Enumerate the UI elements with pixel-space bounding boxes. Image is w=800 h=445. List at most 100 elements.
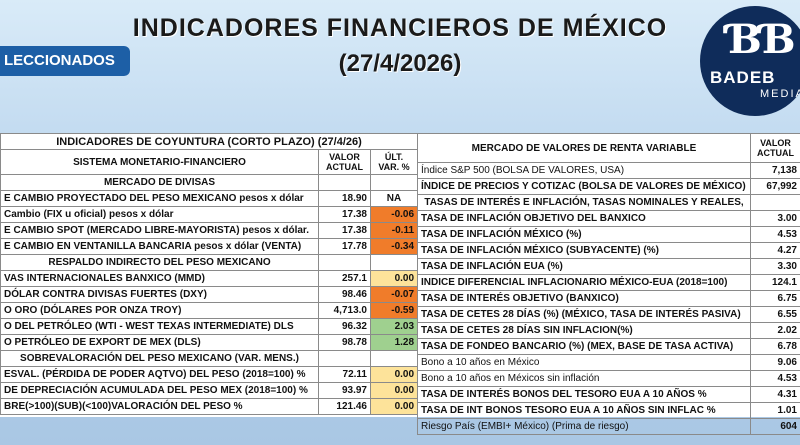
row-value: 4.31 bbox=[750, 386, 800, 403]
table-row: Riesgo País (EMBI+ México) (Prima de rie… bbox=[417, 418, 800, 435]
row-value: 93.97 bbox=[318, 382, 371, 399]
section-sobrevaloracion: SOBREVALORACIÓN DEL PESO MEXICANO (VAR. … bbox=[0, 350, 319, 367]
row-var: 1.28 bbox=[369, 334, 419, 351]
row-value: 17.38 bbox=[318, 206, 371, 223]
row-var: -0.11 bbox=[369, 222, 419, 239]
section-respaldo: RESPALDO INDIRECTO DEL PESO MEXICANO bbox=[0, 254, 319, 271]
table-row: Bono a 10 años en México 9.06 bbox=[417, 354, 800, 371]
table-row: ESVAL. (PÉRDIDA DE PODER AQTVO) DEL PESO… bbox=[0, 366, 419, 383]
row-var: 0.00 bbox=[369, 366, 419, 383]
col-value-right: VALOR ACTUAL bbox=[750, 133, 800, 163]
row-label: Índice S&P 500 (BOLSA DE VALORES, USA) bbox=[417, 162, 751, 179]
row-label: TASA DE INFLACIÓN MÉXICO (SUBYACENTE) (%… bbox=[417, 242, 751, 259]
coyuntura-table: INDICADORES DE COYUNTURA (CORTO PLAZO) (… bbox=[0, 133, 419, 415]
row-label: TASA DE FONDEO BANCARIO (%) (MEX, BASE D… bbox=[417, 338, 751, 355]
row-value: 18.90 bbox=[318, 190, 371, 207]
mercado-table: MERCADO DE VALORES DE RENTA VARIABLE VAL… bbox=[417, 133, 800, 435]
row-label: TASA DE CETES 28 DÍAS (%) (MÉXICO, TASA … bbox=[417, 306, 751, 323]
page-title: INDICADORES FINANCIEROS DE MÉXICO bbox=[132, 14, 668, 42]
row-value: 96.32 bbox=[318, 318, 371, 335]
row-label: INDICE DIFERENCIAL INFLACIONARIO MÉXICO-… bbox=[417, 274, 751, 291]
row-value: 7,138 bbox=[750, 162, 800, 179]
row-label: DE DEPRECIACIÓN ACUMULADA DEL PESO MEX (… bbox=[0, 382, 319, 399]
selected-badge: LECCIONADOS bbox=[0, 46, 130, 76]
logo-mark-icon: ƁƁ bbox=[728, 16, 796, 63]
row-label: TASA DE INFLACIÓN EUA (%) bbox=[417, 258, 751, 275]
table-row: DÓLAR CONTRA DIVISAS FUERTES (DXY) 98.46… bbox=[0, 286, 419, 303]
row-value: 257.1 bbox=[318, 270, 371, 287]
row-label: TASA DE INFLACIÓN MÉXICO (%) bbox=[417, 226, 751, 243]
row-value: 6.55 bbox=[750, 306, 800, 323]
row-value: 4.27 bbox=[750, 242, 800, 259]
table-row: DE DEPRECIACIÓN ACUMULADA DEL PESO MEX (… bbox=[0, 382, 419, 399]
row-label: TASA DE INT BONOS TESORO EUA A 10 AÑOS S… bbox=[417, 402, 751, 419]
row-value: 72.11 bbox=[318, 366, 371, 383]
table-row: TASA DE FONDEO BANCARIO (%) (MEX, BASE D… bbox=[417, 338, 800, 355]
row-label: E CAMBIO SPOT (MERCADO LIBRE-MAYORISTA) … bbox=[0, 222, 319, 239]
col-market: MERCADO DE VALORES DE RENTA VARIABLE bbox=[417, 133, 751, 163]
table-row: BRE(>100)(SUB)(<100)VALORACIÓN DEL PESO … bbox=[0, 398, 419, 415]
row-label: Cambio (FIX u oficial) pesos x dólar bbox=[0, 206, 319, 223]
table-row: TASA DE INTERÉS OBJETIVO (BANXICO) 6.75 bbox=[417, 290, 800, 307]
table-row: TASA DE INFLACIÓN OBJETIVO DEL BANXICO 3… bbox=[417, 210, 800, 227]
section-tasas: TASAS DE INTERÉS E INFLACIÓN, TASAS NOMI… bbox=[417, 194, 751, 211]
table-row: O DEL PETRÓLEO (WTI - WEST TEXAS INTERME… bbox=[0, 318, 419, 335]
row-value: 4.53 bbox=[750, 370, 800, 387]
page-date: (27/4/2026) bbox=[338, 50, 462, 77]
row-label: ÍNDICE DE PRECIOS Y COTIZAC (BOLSA DE VA… bbox=[417, 178, 751, 195]
row-label: O PETRÓLEO DE EXPORT DE MEX (DLS) bbox=[0, 334, 319, 351]
row-var: -0.34 bbox=[369, 238, 419, 255]
coyuntura-table-panel: INDICADORES DE COYUNTURA (CORTO PLAZO) (… bbox=[0, 133, 419, 417]
row-var: NA bbox=[369, 190, 419, 207]
row-var: 0.00 bbox=[369, 398, 419, 415]
row-var: 0.00 bbox=[369, 270, 419, 287]
row-var: -0.59 bbox=[369, 302, 419, 319]
row-var: -0.07 bbox=[369, 286, 419, 303]
row-value: 17.78 bbox=[318, 238, 371, 255]
row-value: 4.53 bbox=[750, 226, 800, 243]
section-divisas: MERCADO DE DIVISAS bbox=[0, 174, 319, 191]
table-row: E CAMBIO PROYECTADO DEL PESO MEXICANO pe… bbox=[0, 190, 419, 207]
table-row: TASA DE INFLACIÓN MÉXICO (%) 4.53 bbox=[417, 226, 800, 243]
col-value: VALOR ACTUAL bbox=[318, 149, 371, 175]
row-label: TASA DE INTERÉS OBJETIVO (BANXICO) bbox=[417, 290, 751, 307]
row-label: ESVAL. (PÉRDIDA DE PODER AQTVO) DEL PESO… bbox=[0, 366, 319, 383]
row-var: -0.06 bbox=[369, 206, 419, 223]
row-value: 1.01 bbox=[750, 402, 800, 419]
badeb-logo: ƁƁ BADEB MEDIA bbox=[700, 6, 800, 116]
row-value: 3.30 bbox=[750, 258, 800, 275]
logo-media: MEDIA bbox=[760, 88, 800, 100]
row-label: DÓLAR CONTRA DIVISAS FUERTES (DXY) bbox=[0, 286, 319, 303]
table-row: TASA DE INFLACIÓN MÉXICO (SUBYACENTE) (%… bbox=[417, 242, 800, 259]
row-label: TASA DE INFLACIÓN OBJETIVO DEL BANXICO bbox=[417, 210, 751, 227]
col-system: SISTEMA MONETARIO-FINANCIERO bbox=[0, 149, 319, 175]
logo-name: BADEB bbox=[710, 68, 776, 87]
table-row: VAS INTERNACIONALES BANXICO (MMD) 257.1 … bbox=[0, 270, 419, 287]
row-label: Riesgo País (EMBI+ México) (Prima de rie… bbox=[417, 418, 751, 435]
row-label: BRE(>100)(SUB)(<100)VALORACIÓN DEL PESO … bbox=[0, 398, 319, 415]
table-row: E CAMBIO EN VENTANILLA BANCARIA pesos x … bbox=[0, 238, 419, 255]
table-row: O PETRÓLEO DE EXPORT DE MEX (DLS) 98.78 … bbox=[0, 334, 419, 351]
row-value: 4,713.0 bbox=[318, 302, 371, 319]
row-label: TASA DE INTERÉS BONOS DEL TESORO EUA A 1… bbox=[417, 386, 751, 403]
row-value: 98.46 bbox=[318, 286, 371, 303]
row-label: Bono a 10 años en México bbox=[417, 354, 751, 371]
row-value: 121.46 bbox=[318, 398, 371, 415]
table-row: TASA DE INTERÉS BONOS DEL TESORO EUA A 1… bbox=[417, 386, 800, 403]
row-label: E CAMBIO EN VENTANILLA BANCARIA pesos x … bbox=[0, 238, 319, 255]
row-value: 124.1 bbox=[750, 274, 800, 291]
row-value: 67,992 bbox=[750, 178, 800, 195]
table-row: Índice S&P 500 (BOLSA DE VALORES, USA) 7… bbox=[417, 162, 800, 179]
row-label: E CAMBIO PROYECTADO DEL PESO MEXICANO pe… bbox=[0, 190, 319, 207]
row-value: 98.78 bbox=[318, 334, 371, 351]
table-row: TASA DE CETES 28 DÍAS (%) (MÉXICO, TASA … bbox=[417, 306, 800, 323]
row-value: 6.78 bbox=[750, 338, 800, 355]
row-label: O ORO (DÓLARES POR ONZA TROY) bbox=[0, 302, 319, 319]
table-row: E CAMBIO SPOT (MERCADO LIBRE-MAYORISTA) … bbox=[0, 222, 419, 239]
col-var: ÚLT. VAR. % bbox=[369, 149, 419, 175]
table-row: ÍNDICE DE PRECIOS Y COTIZAC (BOLSA DE VA… bbox=[417, 178, 800, 195]
mercado-table-panel: MERCADO DE VALORES DE RENTA VARIABLE VAL… bbox=[417, 133, 800, 435]
row-value: 17.38 bbox=[318, 222, 371, 239]
row-value: 9.06 bbox=[750, 354, 800, 371]
row-label: Bono a 10 años en Méxicos sin inflación bbox=[417, 370, 751, 387]
